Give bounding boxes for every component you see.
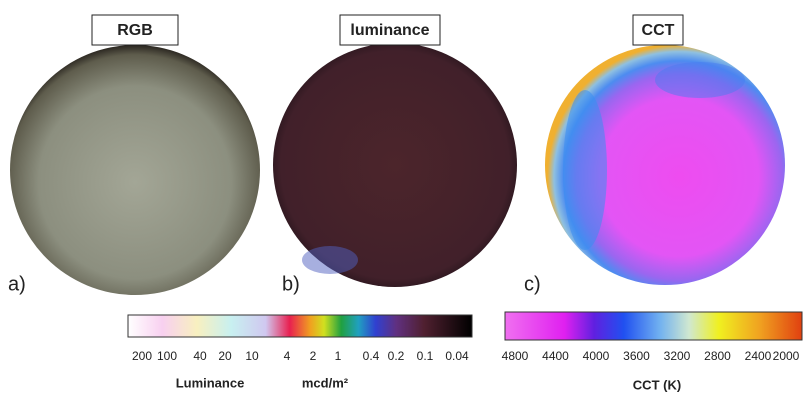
rgb-image <box>10 45 260 295</box>
cct-blue-band <box>655 62 745 98</box>
tick-label: 0.1 <box>417 349 434 363</box>
luminance-colorbar <box>128 315 472 337</box>
figure: RGB luminance CCT a) b) c) Luminance mcd… <box>0 0 803 403</box>
tick-label: 4800 <box>502 349 529 363</box>
tick-label: 4 <box>284 349 291 363</box>
panel-letter: c) <box>524 273 541 295</box>
luminance-spot <box>302 246 358 274</box>
tick-label: 0.2 <box>388 349 405 363</box>
tick-label: 100 <box>157 349 177 363</box>
tick-label: 2 <box>310 349 317 363</box>
panel-title: CCT <box>642 22 675 39</box>
tick-label: 3600 <box>623 349 650 363</box>
colorbar-label: Luminance <box>176 375 245 390</box>
tick-label: 20 <box>218 349 232 363</box>
tick-label: 4400 <box>542 349 569 363</box>
luminance-image <box>273 43 517 287</box>
colorbar-unit: mcd/m² <box>302 375 349 390</box>
tick-label: 2400 <box>745 349 772 363</box>
cct-blue-band <box>563 90 607 250</box>
tick-label: 4000 <box>583 349 610 363</box>
tick-label: 2000 <box>773 349 800 363</box>
cct-colorbar <box>505 312 802 340</box>
tick-label: 10 <box>245 349 259 363</box>
tick-label: 2800 <box>704 349 731 363</box>
panel-letter: a) <box>8 273 26 295</box>
panel-title: RGB <box>117 22 153 39</box>
tick-label: 3200 <box>664 349 691 363</box>
tick-label: 200 <box>132 349 152 363</box>
tick-label: 0.04 <box>445 349 469 363</box>
tick-label: 1 <box>335 349 342 363</box>
colorbar-label: CCT (K) <box>633 377 681 392</box>
panel-letter: b) <box>282 273 300 295</box>
panel-title: luminance <box>350 22 429 39</box>
tick-label: 0.4 <box>363 349 380 363</box>
tick-label: 40 <box>193 349 207 363</box>
